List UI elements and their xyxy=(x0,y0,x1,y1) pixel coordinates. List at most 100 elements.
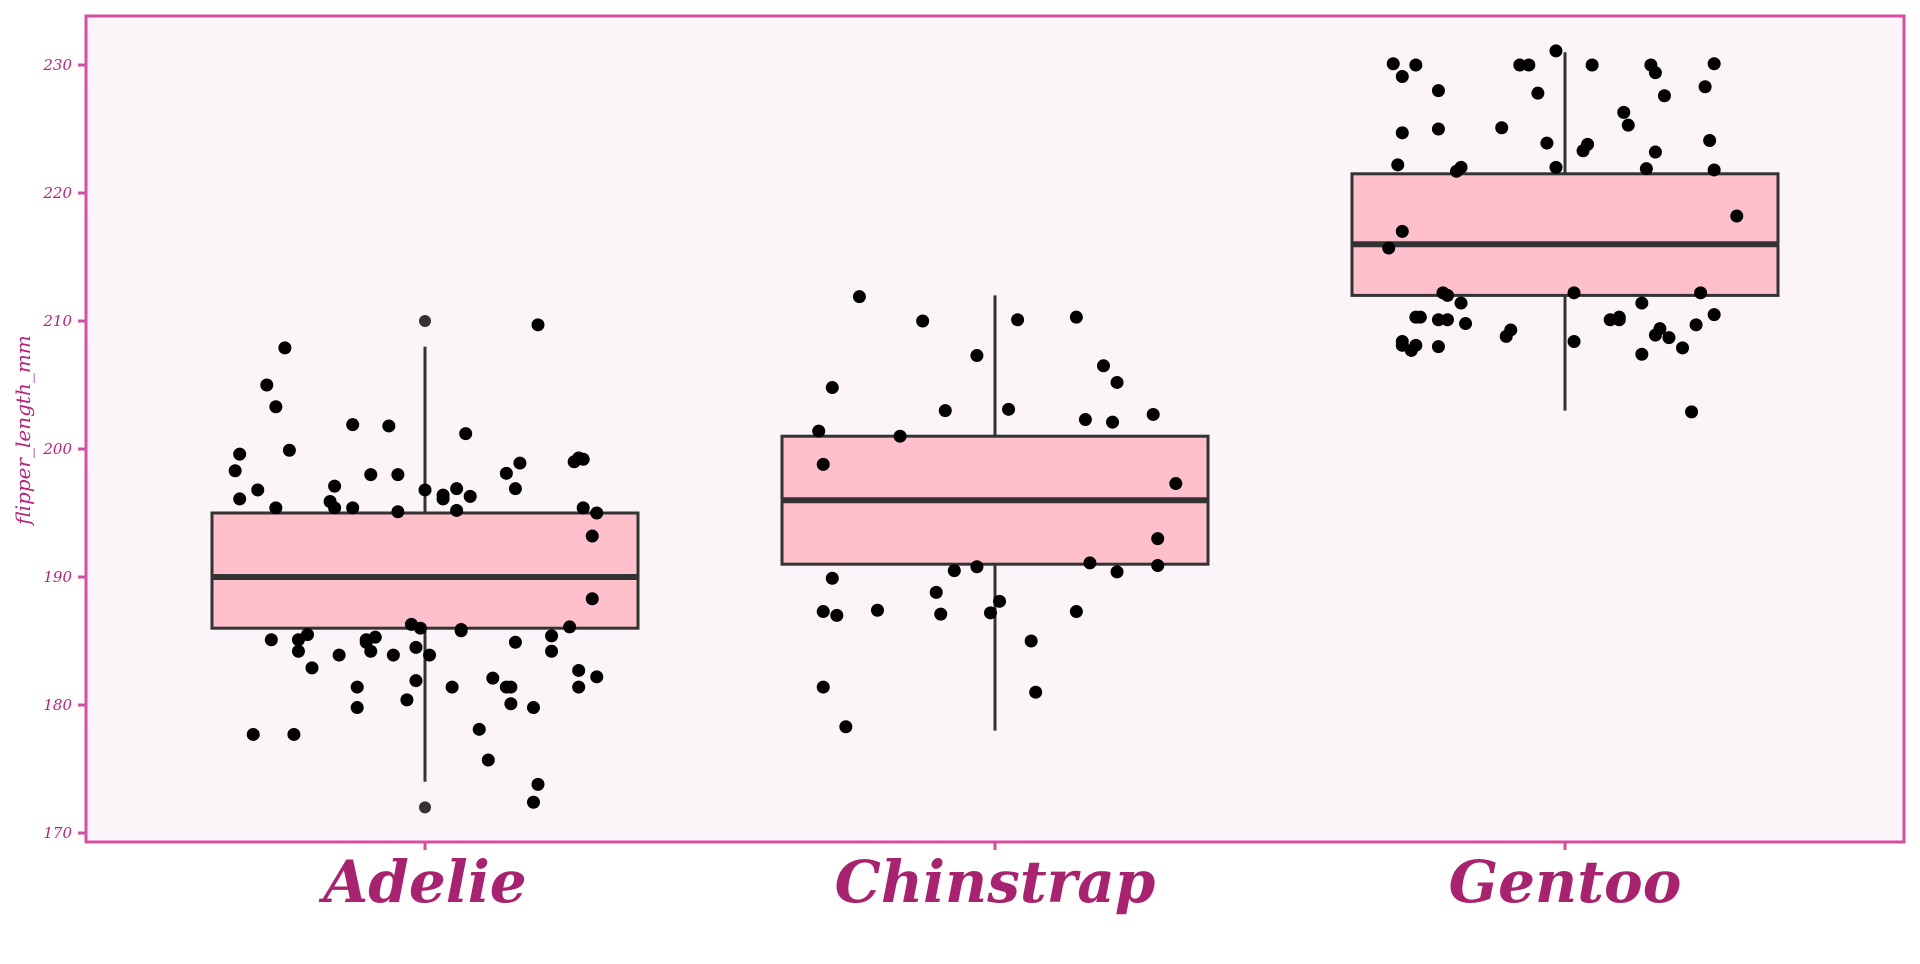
data-point-gentoo xyxy=(1585,58,1599,72)
data-point-adelie xyxy=(251,483,265,497)
data-point-adelie xyxy=(445,680,459,694)
data-point-gentoo xyxy=(1395,70,1409,84)
data-point-chinstrap xyxy=(1078,413,1092,427)
y-tick-label: 170 xyxy=(43,824,72,842)
data-point-adelie xyxy=(513,456,527,470)
data-point-gentoo xyxy=(1703,134,1717,148)
data-point-adelie xyxy=(246,727,260,741)
data-point-gentoo xyxy=(1409,338,1423,352)
data-point-adelie xyxy=(508,635,522,649)
data-point-gentoo xyxy=(1382,241,1396,255)
data-point-gentoo xyxy=(1685,405,1699,419)
data-point-gentoo xyxy=(1504,323,1518,337)
data-point-gentoo xyxy=(1549,44,1563,58)
data-point-chinstrap xyxy=(893,429,907,443)
data-point-adelie xyxy=(282,443,296,457)
data-point-chinstrap xyxy=(1069,310,1083,324)
box-gentoo xyxy=(1350,172,1780,297)
data-point-adelie xyxy=(418,483,432,497)
box-adelie xyxy=(210,511,640,630)
data-point-adelie xyxy=(409,640,423,654)
data-point-gentoo xyxy=(1662,331,1676,345)
y-axis: 170 180 190 200 210 220 230 xyxy=(42,56,86,842)
data-point-gentoo xyxy=(1707,57,1721,71)
data-point-chinstrap xyxy=(816,457,830,471)
x-tick-label-gentoo: Gentoo xyxy=(1449,848,1682,916)
data-point-adelie xyxy=(346,501,360,515)
data-point-adelie xyxy=(486,671,500,685)
data-point-adelie xyxy=(499,466,513,480)
data-point-adelie xyxy=(531,318,545,332)
data-point-chinstrap xyxy=(916,314,930,328)
data-point-chinstrap xyxy=(870,603,884,617)
data-point-chinstrap xyxy=(852,290,866,304)
data-point-gentoo xyxy=(1581,137,1595,151)
data-point-adelie xyxy=(481,753,495,767)
data-point-adelie xyxy=(409,674,423,688)
data-point-adelie xyxy=(400,693,414,707)
data-point-gentoo xyxy=(1431,340,1445,354)
data-point-chinstrap xyxy=(825,571,839,585)
data-point-chinstrap xyxy=(1151,532,1165,546)
data-point-adelie xyxy=(585,529,599,543)
data-point-gentoo xyxy=(1653,322,1667,336)
y-tick-label: 230 xyxy=(42,56,72,74)
data-point-gentoo xyxy=(1495,121,1509,135)
data-point-gentoo xyxy=(1648,145,1662,159)
data-point-adelie xyxy=(233,447,247,461)
data-point-gentoo xyxy=(1431,84,1445,98)
outlier-point-adelie xyxy=(419,315,431,327)
data-point-gentoo xyxy=(1730,209,1744,223)
y-tick-label: 210 xyxy=(42,312,72,330)
y-tick-label: 180 xyxy=(43,696,72,714)
data-point-adelie xyxy=(576,452,590,466)
data-point-chinstrap xyxy=(825,381,839,395)
data-point-adelie xyxy=(454,624,468,638)
data-point-adelie xyxy=(526,701,540,715)
data-point-adelie xyxy=(332,648,346,662)
data-point-chinstrap xyxy=(947,564,961,578)
data-point-adelie xyxy=(368,630,382,644)
data-point-gentoo xyxy=(1395,224,1409,238)
data-point-adelie xyxy=(386,648,400,662)
data-point-adelie xyxy=(572,663,586,677)
x-tick-label-adelie: Adelie xyxy=(318,848,526,916)
data-point-chinstrap xyxy=(839,720,853,734)
data-point-gentoo xyxy=(1707,308,1721,322)
data-point-chinstrap xyxy=(1083,556,1097,570)
data-point-chinstrap xyxy=(1146,407,1160,421)
data-point-chinstrap xyxy=(1110,375,1124,389)
data-point-gentoo xyxy=(1657,89,1671,103)
data-point-adelie xyxy=(260,378,274,392)
data-point-adelie xyxy=(305,661,319,675)
data-point-adelie xyxy=(590,506,604,520)
data-point-gentoo xyxy=(1617,105,1631,119)
data-point-chinstrap xyxy=(983,606,997,620)
data-point-adelie xyxy=(264,633,278,647)
data-point-adelie xyxy=(576,501,590,515)
data-point-adelie xyxy=(391,505,405,519)
data-point-adelie xyxy=(364,468,378,482)
data-point-chinstrap xyxy=(993,594,1007,608)
data-point-adelie xyxy=(350,680,364,694)
data-point-gentoo xyxy=(1635,347,1649,361)
data-point-adelie xyxy=(504,697,518,711)
data-point-adelie xyxy=(233,492,247,506)
data-point-chinstrap xyxy=(938,404,952,418)
data-point-gentoo xyxy=(1635,296,1649,310)
data-point-gentoo xyxy=(1431,313,1445,327)
data-point-adelie xyxy=(526,795,540,809)
data-point-adelie xyxy=(228,464,242,478)
data-point-adelie xyxy=(436,492,450,506)
data-point-chinstrap xyxy=(929,585,943,599)
data-point-adelie xyxy=(472,722,486,736)
data-point-chinstrap xyxy=(1011,313,1025,327)
data-point-gentoo xyxy=(1567,334,1581,348)
data-point-chinstrap xyxy=(816,605,830,619)
data-point-adelie xyxy=(504,680,518,694)
data-point-gentoo xyxy=(1612,310,1626,324)
data-point-chinstrap xyxy=(1151,558,1165,572)
data-point-gentoo xyxy=(1522,58,1536,72)
